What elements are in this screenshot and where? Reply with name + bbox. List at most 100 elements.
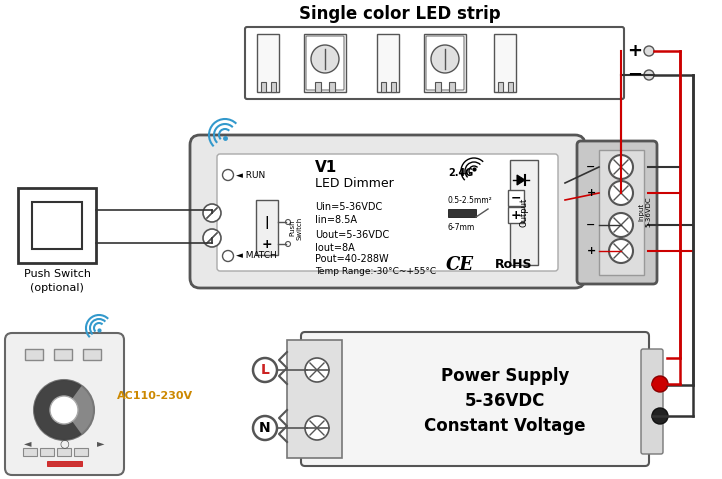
Text: RoHS: RoHS [495, 259, 533, 272]
Bar [74, 448, 88, 456]
Bar [508, 82, 513, 92]
Circle shape [652, 408, 668, 424]
Text: Power Supply: Power Supply [441, 367, 569, 385]
Bar [47, 461, 82, 466]
Text: Single color LED strip: Single color LED strip [299, 5, 501, 23]
Bar [508, 207, 524, 223]
Text: Push Switch
(optional): Push Switch (optional) [24, 269, 90, 293]
Bar [508, 190, 524, 206]
Bar [449, 82, 455, 92]
Text: Input
5-36VDC: Input 5-36VDC [638, 197, 651, 228]
Bar [510, 160, 538, 265]
Bar [329, 82, 335, 92]
Circle shape [652, 376, 668, 392]
Circle shape [253, 358, 277, 382]
Text: −: − [510, 192, 521, 205]
Text: Constant Voltage: Constant Voltage [425, 417, 586, 435]
Bar [261, 82, 266, 92]
Bar [257, 34, 279, 92]
Text: +: + [586, 246, 596, 256]
Text: ►: ► [97, 438, 105, 448]
Circle shape [203, 204, 221, 222]
Bar [271, 82, 276, 92]
Text: 6-7mm: 6-7mm [448, 223, 475, 231]
Text: 5-36VDC: 5-36VDC [465, 392, 545, 410]
Circle shape [285, 241, 290, 247]
Text: Push
Switch: Push Switch [290, 217, 303, 240]
Text: +: + [261, 238, 272, 251]
Text: ◄ RUN: ◄ RUN [236, 171, 265, 180]
Bar [32, 202, 82, 249]
Text: LED Dimmer: LED Dimmer [315, 176, 393, 190]
FancyBboxPatch shape [577, 141, 657, 284]
Circle shape [609, 213, 633, 237]
Bar [25, 349, 43, 360]
Text: Pout=40-288W: Pout=40-288W [315, 254, 388, 264]
FancyBboxPatch shape [190, 135, 585, 288]
Text: Uout=5-36VDC: Uout=5-36VDC [315, 230, 389, 240]
Text: CE: CE [446, 256, 474, 274]
Bar [377, 34, 399, 92]
Bar [380, 82, 386, 92]
FancyBboxPatch shape [426, 36, 464, 90]
Bar [23, 448, 37, 456]
Bar [18, 188, 96, 263]
Text: +: + [586, 188, 596, 198]
Circle shape [222, 170, 233, 181]
FancyBboxPatch shape [306, 36, 344, 90]
Text: Iout=8A: Iout=8A [315, 243, 355, 253]
Bar [391, 82, 396, 92]
Text: AC110-230V: AC110-230V [117, 391, 193, 401]
Bar [83, 349, 101, 360]
Bar [315, 82, 321, 92]
Circle shape [222, 251, 233, 262]
Text: ◄ MATCH: ◄ MATCH [236, 251, 277, 261]
Polygon shape [34, 380, 82, 440]
Circle shape [285, 219, 290, 225]
Text: V1: V1 [315, 160, 337, 174]
Circle shape [305, 358, 329, 382]
Bar [435, 82, 441, 92]
Text: −: − [627, 66, 642, 84]
Text: Iin=8.5A: Iin=8.5A [315, 215, 357, 225]
Bar [54, 349, 72, 360]
Circle shape [50, 396, 78, 424]
Text: ◄: ◄ [25, 438, 32, 448]
Text: Output: Output [520, 197, 529, 227]
FancyBboxPatch shape [641, 349, 663, 454]
Circle shape [253, 416, 277, 440]
Circle shape [609, 181, 633, 205]
Text: |: | [265, 216, 269, 228]
Bar [599, 150, 644, 275]
Circle shape [609, 239, 633, 263]
Text: −: − [586, 220, 596, 230]
Bar [497, 82, 503, 92]
Bar [256, 200, 278, 255]
Text: +: + [510, 208, 521, 221]
Bar [304, 34, 346, 92]
Circle shape [311, 45, 339, 73]
Bar [287, 340, 342, 458]
FancyBboxPatch shape [5, 333, 124, 475]
Text: 0.5-2.5mm²: 0.5-2.5mm² [448, 195, 492, 205]
Bar [40, 448, 54, 456]
Circle shape [305, 416, 329, 440]
Text: +: + [627, 42, 642, 60]
Text: ○: ○ [59, 438, 69, 448]
Circle shape [644, 46, 654, 56]
Circle shape [609, 155, 633, 179]
Text: N: N [259, 421, 271, 435]
Bar [448, 209, 476, 217]
Circle shape [203, 229, 221, 247]
Text: L: L [261, 363, 269, 377]
FancyBboxPatch shape [301, 332, 649, 466]
Text: Temp Range:-30°C~+55°C: Temp Range:-30°C~+55°C [315, 266, 436, 275]
Text: 2.4G: 2.4G [448, 168, 473, 178]
FancyBboxPatch shape [245, 27, 624, 99]
Circle shape [644, 70, 654, 80]
Circle shape [34, 380, 94, 440]
Circle shape [431, 45, 459, 73]
Bar [424, 34, 466, 92]
Bar [494, 34, 516, 92]
Bar [57, 448, 71, 456]
